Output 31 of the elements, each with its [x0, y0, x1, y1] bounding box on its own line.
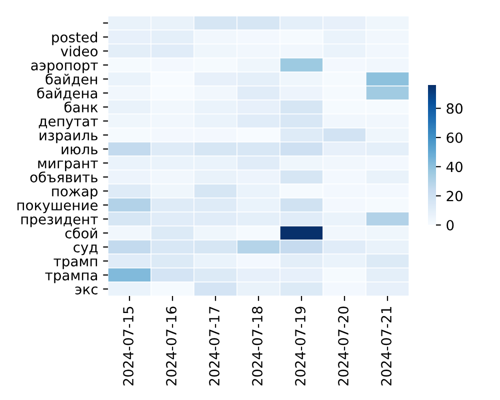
- y-tick-label: трампа: [45, 272, 98, 284]
- y-tick-label: депутат: [38, 118, 98, 130]
- y-tick-label: объявить: [30, 171, 98, 182]
- color-bar-label: 60: [446, 132, 462, 143]
- y-tick-label: израиль: [40, 132, 98, 144]
- y-tick-label: сбой: [65, 227, 98, 238]
- color-bar-label: 80: [446, 103, 462, 114]
- color-bar-label: 20: [446, 190, 462, 202]
- x-tick-label: 2024-07-19: [295, 306, 306, 386]
- y-tick-label: банк: [64, 101, 98, 112]
- y-tick-label: экс: [75, 286, 98, 294]
- y-tick-label: байден: [46, 73, 98, 86]
- color-bar-label: 40: [446, 162, 462, 172]
- x-tick-label: 2024-07-17: [209, 306, 220, 386]
- y-tick-label: мигрант: [38, 160, 98, 172]
- x-tick-label: 2024-07-15: [123, 306, 134, 386]
- x-tick-label: 2024-07-20: [338, 306, 349, 386]
- y-tick-label: покушение: [17, 202, 98, 214]
- y-tick-label: президент: [21, 216, 98, 228]
- y-tick-label: байдена: [37, 87, 98, 100]
- y-tick-label: пожар: [52, 188, 98, 200]
- x-tick-label: 2024-07-21: [381, 307, 392, 386]
- y-tick-label: трамп: [54, 258, 98, 270]
- x-tick-label: 2024-07-16: [166, 306, 177, 386]
- color-bar-label: 0: [446, 220, 454, 230]
- y-tick-label: суд: [74, 244, 98, 256]
- y-tick-label: июль: [62, 146, 98, 154]
- y-tick-label: video: [60, 46, 98, 56]
- y-tick-label: аэропорт: [31, 62, 98, 74]
- x-tick-label: 2024-07-18: [252, 306, 263, 386]
- y-tick-label: posted: [52, 32, 98, 46]
